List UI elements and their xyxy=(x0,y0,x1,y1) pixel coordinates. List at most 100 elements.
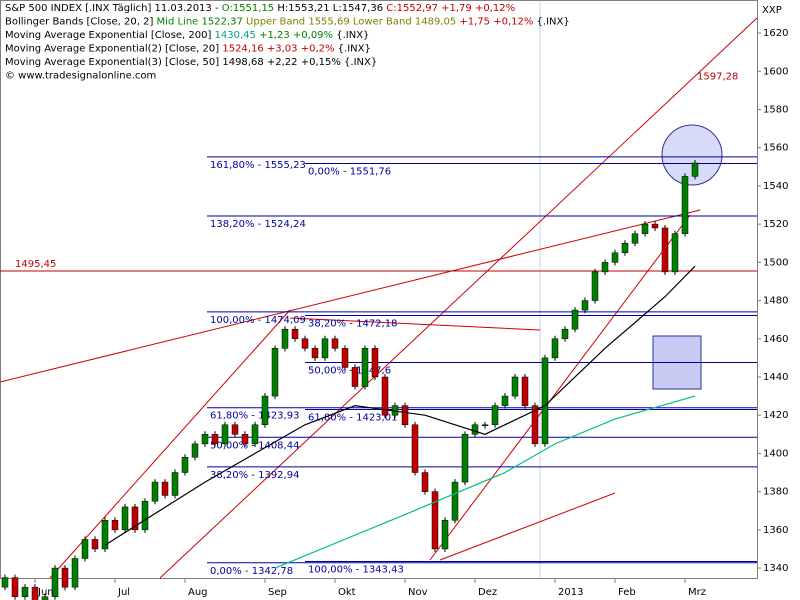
candle xyxy=(441,520,449,550)
candle xyxy=(231,424,239,435)
candle xyxy=(631,233,639,244)
x-tick-label: 2013 xyxy=(558,587,583,598)
candle xyxy=(21,586,29,597)
y-tick-label: 1600 xyxy=(763,66,788,77)
legend-part: 1524,16 +3,03 +0,2% xyxy=(222,44,334,55)
legend-part: O:1551,15 xyxy=(222,3,274,14)
candle xyxy=(51,567,59,597)
legend-part: Moving Average Exponential(3) [Close, 50… xyxy=(5,57,222,68)
legend-part: Moving Average Exponential [Close, 200] xyxy=(5,30,215,41)
legend-line: Moving Average Exponential [Close, 200] … xyxy=(5,30,369,41)
legend-part: S&P 500 INDEX [.INX Täglich] 11.03.2013 … xyxy=(5,3,222,14)
legend-part: Bollinger Bands [Close, 20, 2] xyxy=(5,17,157,28)
legend-part: Upper Band 1555,69 Lower Band 1489,05 xyxy=(243,17,456,28)
candle xyxy=(161,481,169,496)
fib-label: 61,80% - 1423,01 xyxy=(308,412,397,423)
x-tick-label: Feb xyxy=(618,587,636,598)
candle xyxy=(41,596,49,600)
candle xyxy=(501,395,509,406)
candle xyxy=(281,328,289,349)
candle xyxy=(91,539,99,550)
candle xyxy=(681,176,689,234)
legend-part: C:1552,97 +1,79 +0,12% xyxy=(386,3,515,14)
x-tick-label: Nov xyxy=(408,587,428,598)
candle xyxy=(351,367,359,387)
legend-part: Moving Average Exponential(2) [Close, 20… xyxy=(5,44,222,55)
candle xyxy=(541,357,549,445)
candle xyxy=(691,162,699,177)
fib-label: 138,20% - 1524,24 xyxy=(210,219,306,230)
trend-line xyxy=(159,17,758,579)
candle xyxy=(201,434,209,445)
candle xyxy=(81,539,89,559)
fib-label: 100,00% - 1474,09 xyxy=(210,315,306,326)
candle xyxy=(651,223,659,229)
support-label: 1495,45 xyxy=(15,259,56,270)
y-tick-label: 1440 xyxy=(763,372,788,383)
candle xyxy=(291,328,299,340)
axis-label: XXP xyxy=(762,5,782,16)
y-tick-label: 1580 xyxy=(763,104,788,115)
candle xyxy=(211,434,219,445)
candle xyxy=(621,242,629,254)
y-tick-label: 1560 xyxy=(763,143,788,154)
candle xyxy=(481,424,489,427)
candle xyxy=(111,520,119,531)
y-tick-label: 1620 xyxy=(763,28,788,39)
y-tick-label: 1400 xyxy=(763,448,788,459)
fib-label: 50,00% - 1447,6 xyxy=(308,365,391,376)
candle xyxy=(71,558,79,588)
candle xyxy=(131,506,139,531)
fib-label: 0,00% - 1551,76 xyxy=(308,166,391,177)
legend-part: +1,75 +0,12% xyxy=(456,17,533,28)
fib-label: 161,80% - 1555,23 xyxy=(210,160,306,171)
candle xyxy=(661,227,669,273)
candle xyxy=(531,405,539,445)
legend-part: +1,23 +0,09% xyxy=(256,30,333,41)
y-tick-label: 1460 xyxy=(763,334,788,345)
candle xyxy=(251,424,259,445)
candle xyxy=(371,348,379,378)
candle xyxy=(331,338,339,349)
x-tick-label: Okt xyxy=(338,587,356,598)
highlight-circle xyxy=(661,124,723,186)
ma-line xyxy=(274,395,696,569)
legend-part: {.INX} xyxy=(334,44,370,55)
legend-part: 1430,45 xyxy=(215,30,256,41)
candle xyxy=(271,348,279,397)
x-tick-label: Jul xyxy=(117,587,130,598)
candle xyxy=(411,424,419,473)
y-tick-label: 1360 xyxy=(763,525,788,536)
candle xyxy=(671,233,679,273)
candle xyxy=(431,491,439,550)
fib-label: 38,20% - 1392,94 xyxy=(210,470,299,481)
x-tick-label: Jun xyxy=(37,587,54,598)
candle xyxy=(11,577,19,597)
ma-line xyxy=(104,265,696,546)
trend-lines xyxy=(0,17,758,579)
candle xyxy=(341,348,349,368)
candle xyxy=(641,223,649,234)
candle xyxy=(31,586,39,600)
y-tick-label: 1540 xyxy=(763,181,788,192)
x-tick-label: Dez xyxy=(478,587,497,598)
candle xyxy=(301,338,309,349)
candle xyxy=(471,424,479,435)
trend-line xyxy=(289,317,541,331)
trend-line xyxy=(0,209,701,383)
candle xyxy=(421,472,429,492)
legend-part: 1498,68 +2,22 +0,15% xyxy=(222,57,341,68)
legend-part: {.INX} xyxy=(333,30,369,41)
y-tick-label: 1480 xyxy=(763,296,788,307)
target-label: 1597,28 xyxy=(697,71,738,82)
candle xyxy=(181,456,189,473)
candle xyxy=(191,443,199,458)
legend-part: H:1553,21 L:1547,36 xyxy=(274,3,386,14)
candle xyxy=(151,481,159,502)
candle xyxy=(61,567,69,588)
candle xyxy=(551,338,559,359)
candle xyxy=(381,376,389,416)
x-tick-label: Sep xyxy=(268,587,287,598)
legend-line: S&P 500 INDEX [.INX Täglich] 11.03.2013 … xyxy=(5,3,515,14)
